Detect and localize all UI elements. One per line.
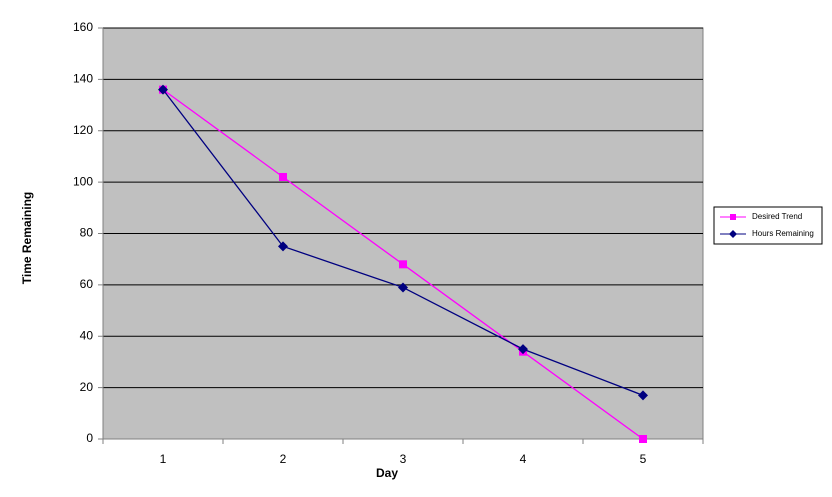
data-point <box>638 390 648 401</box>
data-point <box>158 84 168 95</box>
x-tick-label: 3 <box>400 452 407 466</box>
x-tick-label: 1 <box>160 452 167 466</box>
y-tick-label: 140 <box>73 72 93 86</box>
x-tick-label: 2 <box>280 452 287 466</box>
y-tick-label: 60 <box>80 277 94 291</box>
legend-marker <box>730 214 736 220</box>
y-tick-label: 40 <box>80 328 94 342</box>
x-tick-label: 4 <box>520 452 527 466</box>
y-tick-label: 100 <box>73 174 93 188</box>
x-axis-label: Day <box>376 466 398 480</box>
data-point <box>639 435 647 443</box>
legend-marker <box>729 230 737 238</box>
data-point <box>279 172 287 181</box>
y-tick-label: 20 <box>80 380 94 394</box>
legend-label: Hours Remaining <box>752 229 814 238</box>
data-point <box>398 282 408 293</box>
x-tick-label: 5 <box>640 452 647 466</box>
data-point <box>518 344 528 355</box>
data-point <box>399 260 407 269</box>
y-axis-label: Time Remaining <box>20 192 34 284</box>
y-tick-label: 80 <box>80 226 94 240</box>
y-tick-label: 160 <box>73 20 93 34</box>
legend-label: Desired Trend <box>752 212 802 221</box>
legend-box <box>713 206 823 245</box>
y-tick-label: 120 <box>73 123 93 137</box>
y-tick-label: 0 <box>86 431 93 445</box>
data-point <box>278 241 288 252</box>
